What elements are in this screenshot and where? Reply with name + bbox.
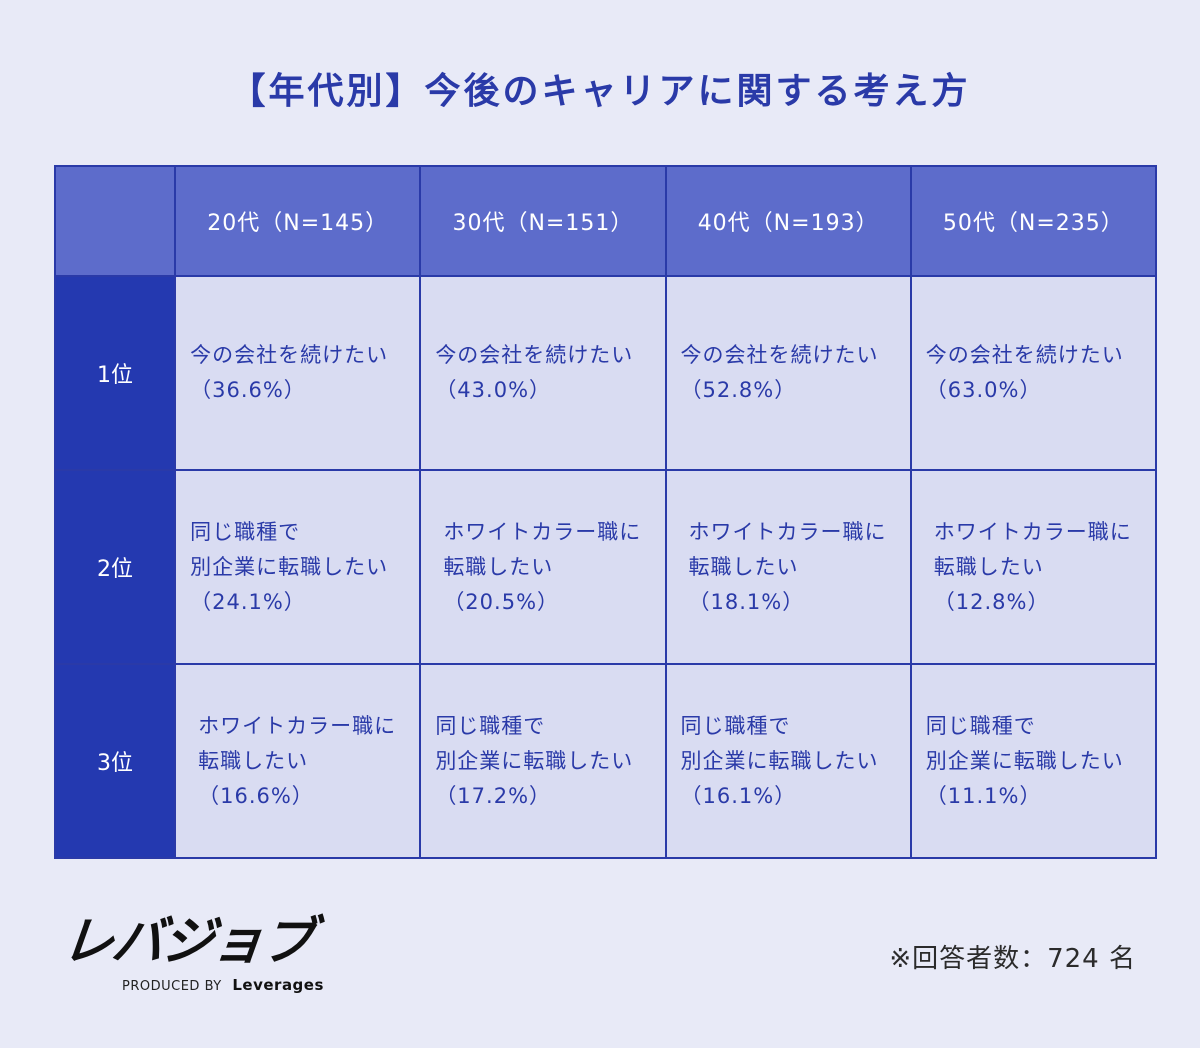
cell-text: ホワイトカラー職に <box>933 519 1132 544</box>
cell-text: ホワイトカラー職に <box>443 519 642 544</box>
table-cell: 同じ職種で 別企業に転職したい （24.1%） <box>174 469 422 665</box>
ranking-table: 20代（N=145） 30代（N=151） 40代（N=193） 50代（N=2… <box>53 165 1158 859</box>
cell-text: 今の会社を続けたい <box>435 343 634 367</box>
column-header-50s: 50代（N=235） <box>909 165 1158 277</box>
cell-text: 転職したい <box>933 554 1044 579</box>
cell-percent: （43.0%） <box>435 378 552 402</box>
cell-text: 同じ職種で <box>435 713 546 738</box>
cell-text: 同じ職種で <box>925 713 1036 738</box>
table-row-rank-3: 3位 ホワイトカラー職に 転職したい （16.6%） 同じ職種で 別企業に転職し… <box>53 663 1158 859</box>
table-cell: 今の会社を続けたい （43.0%） <box>419 275 667 471</box>
table-row-rank-1: 1位 今の会社を続けたい （36.6%） 今の会社を続けたい （43.0%） 今… <box>53 275 1158 471</box>
cell-percent: （16.6%） <box>198 783 314 808</box>
produced-by-label: PRODUCED BY <box>122 979 222 994</box>
table-cell: 同じ職種で 別企業に転職したい （16.1%） <box>664 663 912 859</box>
cell-percent: （63.0%） <box>925 378 1042 402</box>
cell-text: 別企業に転職したい <box>680 748 879 773</box>
cell-text: 同じ職種で <box>680 713 791 738</box>
cell-percent: （18.1%） <box>688 589 805 614</box>
column-header-30s: 30代（N=151） <box>419 165 667 277</box>
cell-text: ホワイトカラー職に <box>688 519 887 544</box>
cell-text: 転職したい <box>443 554 554 579</box>
cell-text: 今の会社を続けたい <box>190 343 389 367</box>
cell-text: 別企業に転職したい <box>925 748 1124 773</box>
cell-text: 今の会社を続けたい <box>680 343 879 367</box>
cell-percent: （52.8%） <box>680 378 797 402</box>
leverages-brand: Leverages <box>232 976 324 994</box>
cell-percent: （17.2%） <box>435 783 552 808</box>
header-row: 20代（N=145） 30代（N=151） 40代（N=193） 50代（N=2… <box>53 165 1158 277</box>
table-cell: ホワイトカラー職に 転職したい （20.5%） <box>419 469 667 665</box>
cell-text: ホワイトカラー職に <box>198 713 397 738</box>
cell-percent: （24.1%） <box>190 589 306 614</box>
page-title: 【年代別】今後のキャリアに関する考え方 <box>229 71 971 112</box>
cell-text: 同じ職種で <box>190 519 301 544</box>
cell-text: 今の会社を続けたい <box>925 343 1124 367</box>
column-header-40s: 40代（N=193） <box>664 165 912 277</box>
logo-produced-by: PRODUCED BY Leverages <box>122 976 324 994</box>
cell-percent: （36.6%） <box>190 378 306 402</box>
table-cell: ホワイトカラー職に 転職したい （16.6%） <box>174 663 422 859</box>
corner-cell <box>53 165 177 277</box>
rank-label: 1位 <box>53 275 177 471</box>
respondent-count-note: ※回答者数：724 名 <box>889 944 1136 974</box>
table-cell: 今の会社を続けたい （36.6%） <box>174 275 422 471</box>
cell-percent: （16.1%） <box>680 783 797 808</box>
cell-text: 転職したい <box>688 554 799 579</box>
levajob-logo: レバジョブ PRODUCED BY Leverages <box>58 912 324 1002</box>
rank-label: 2位 <box>53 469 177 665</box>
cell-percent: （11.1%） <box>925 783 1042 808</box>
cell-percent: （12.8%） <box>933 589 1050 614</box>
table-row-rank-2: 2位 同じ職種で 別企業に転職したい （24.1%） ホワイトカラー職に 転職し… <box>53 469 1158 665</box>
table-cell: 同じ職種で 別企業に転職したい （11.1%） <box>909 663 1158 859</box>
cell-percent: （20.5%） <box>443 589 560 614</box>
table-cell: 今の会社を続けたい （63.0%） <box>909 275 1158 471</box>
table-cell: ホワイトカラー職に 転職したい （12.8%） <box>909 469 1158 665</box>
rank-label: 3位 <box>53 663 177 859</box>
cell-text: 別企業に転職したい <box>435 748 634 773</box>
table-cell: 同じ職種で 別企業に転職したい （17.2%） <box>419 663 667 859</box>
column-header-20s: 20代（N=145） <box>174 165 422 277</box>
table-cell: 今の会社を続けたい （52.8%） <box>664 275 912 471</box>
cell-text: 別企業に転職したい <box>190 554 389 579</box>
logo-wordmark: レバジョブ <box>58 912 316 972</box>
cell-text: 転職したい <box>198 748 309 773</box>
table-cell: ホワイトカラー職に 転職したい （18.1%） <box>664 469 912 665</box>
